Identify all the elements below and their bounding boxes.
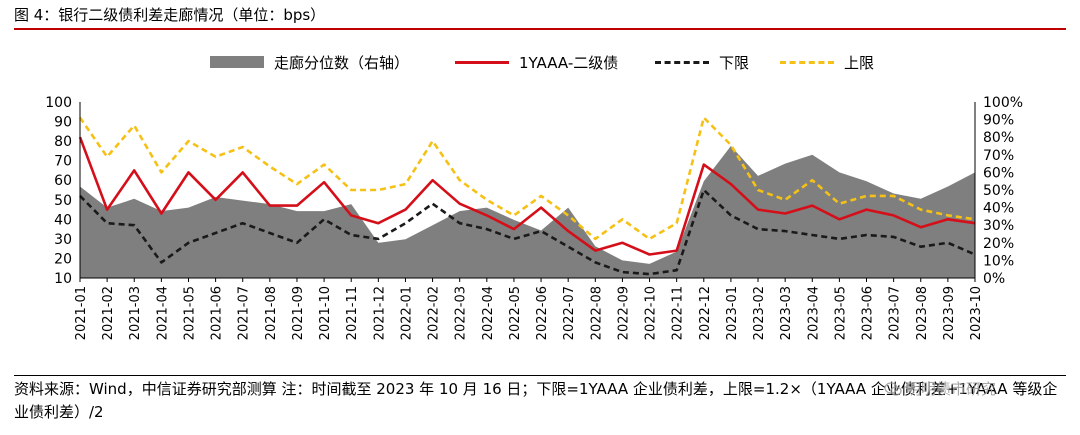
y-right-tick-label: 10%	[983, 253, 1014, 269]
x-tick-label: 2022-03	[454, 286, 469, 340]
x-tick-label: 2021-07	[237, 286, 252, 340]
x-tick-label: 2021-09	[291, 286, 306, 340]
y-right-tick-label: 20%	[983, 236, 1014, 252]
series-line-2	[79, 188, 976, 276]
x-tick-label: 2023-05	[833, 286, 848, 340]
x-tick-label: 2021-05	[182, 286, 197, 340]
legend-area-swatch	[210, 56, 264, 68]
y-right-tick-label: 100%	[983, 95, 1023, 111]
y-right-tick-label: 60%	[983, 165, 1014, 181]
legend-black: 下限	[655, 48, 749, 76]
y-left-tick-label: 40	[54, 212, 72, 228]
chart-title: 图 4：银行二级债利差走廊情况（单位：bps）	[14, 6, 326, 24]
legend-yellow: 上限	[780, 48, 874, 76]
legend-black-label: 下限	[719, 53, 750, 72]
x-tick-label: 2023-08	[915, 286, 930, 340]
wechat-icon	[884, 381, 902, 396]
x-tick-label: 2021-04	[155, 286, 170, 340]
x-tick-label: 2021-11	[345, 286, 360, 340]
x-tick-label: 2023-04	[806, 286, 821, 340]
x-tick-label: 2022-04	[481, 286, 496, 340]
legend-area: 走廊分位数（右轴）	[210, 48, 409, 76]
y-left-tick-label: 50	[54, 193, 72, 209]
y-right-tick-label: 90%	[983, 113, 1014, 129]
y-right-tick-label: 70%	[983, 148, 1014, 164]
x-tick-label: 2023-07	[888, 286, 903, 340]
x-tick-label: 2022-12	[698, 286, 713, 340]
legend-black-swatch	[655, 60, 709, 64]
x-tick-label: 2021-06	[210, 286, 225, 340]
watermark: 明明债市研究	[884, 378, 996, 399]
x-tick-label: 2021-12	[372, 286, 387, 340]
x-tick-label: 2023-02	[752, 286, 767, 340]
y-left-tick-label: 80	[54, 134, 72, 150]
x-tick-label: 2022-05	[508, 286, 523, 340]
y-right-tick-label: 40%	[983, 201, 1014, 217]
legend-red-label: 1YAAA-二级债	[519, 53, 619, 72]
x-tick-label: 2021-02	[101, 286, 116, 340]
legend-yellow-swatch	[780, 60, 834, 64]
legend-red: 1YAAA-二级债	[455, 48, 618, 76]
chart-plot: 100 90 80 70 60 50 40 30 20 10 100% 90%80% 70%60% 50%…	[45, 95, 1023, 340]
x-tick-label: 2023-09	[942, 286, 957, 340]
x-tick-label: 2022-01	[399, 286, 414, 340]
x-tick-label: 2021-03	[128, 286, 143, 340]
legend-area-label: 走廊分位数（右轴）	[274, 53, 410, 72]
legend-red-swatch	[455, 60, 509, 64]
x-tick-label: 2022-09	[616, 286, 631, 340]
x-tick-label: 2021-10	[318, 286, 333, 340]
x-tick-label: 2021-01	[74, 286, 89, 340]
y-right-tick-label: 30%	[983, 218, 1014, 234]
y-left-tick-label: 20	[54, 251, 72, 267]
y-left-tick-label: 70	[54, 154, 72, 170]
y-left-tick-label: 60	[54, 173, 72, 189]
x-tick-label: 2023-01	[725, 286, 740, 340]
x-tick-label: 2022-07	[562, 286, 577, 340]
x-tick-label: 2022-02	[427, 286, 442, 340]
y-right-tick-label: 0%	[983, 271, 1005, 287]
x-tick-label: 2022-08	[589, 286, 604, 340]
source-note: 资料来源：Wind，中信证券研究部测算 注：时间截至 2023 年 10 月 1…	[14, 380, 1058, 421]
y-left-tick-label: 100	[45, 95, 72, 111]
y-left-tick-label: 30	[54, 232, 72, 248]
x-tick-label: 2023-03	[779, 286, 794, 340]
x-tick-label: 2022-06	[535, 286, 550, 340]
series-line-3	[78, 116, 976, 241]
title-divider	[14, 28, 1066, 30]
y-left-tick-label: 10	[54, 271, 72, 287]
x-tick-label: 2023-06	[861, 286, 876, 340]
x-tick-label: 2023-10	[969, 286, 984, 340]
note-divider	[14, 375, 1066, 376]
legend-yellow-label: 上限	[844, 53, 875, 72]
chart-legend: 走廊分位数（右轴） 1YAAA-二级债 下限 上限	[0, 48, 1080, 76]
series-line-1	[78, 136, 976, 256]
watermark-text: 明明债市研究	[906, 380, 997, 398]
x-tick-label: 2022-10	[644, 286, 659, 340]
series-area-corridor-percentile	[80, 146, 975, 278]
x-tick-label: 2022-11	[671, 286, 686, 340]
y-right-tick-label: 80%	[983, 130, 1014, 146]
y-left-tick-label: 90	[54, 115, 72, 131]
x-tick-label: 2021-08	[264, 286, 279, 340]
y-right-tick-label: 50%	[983, 183, 1014, 199]
